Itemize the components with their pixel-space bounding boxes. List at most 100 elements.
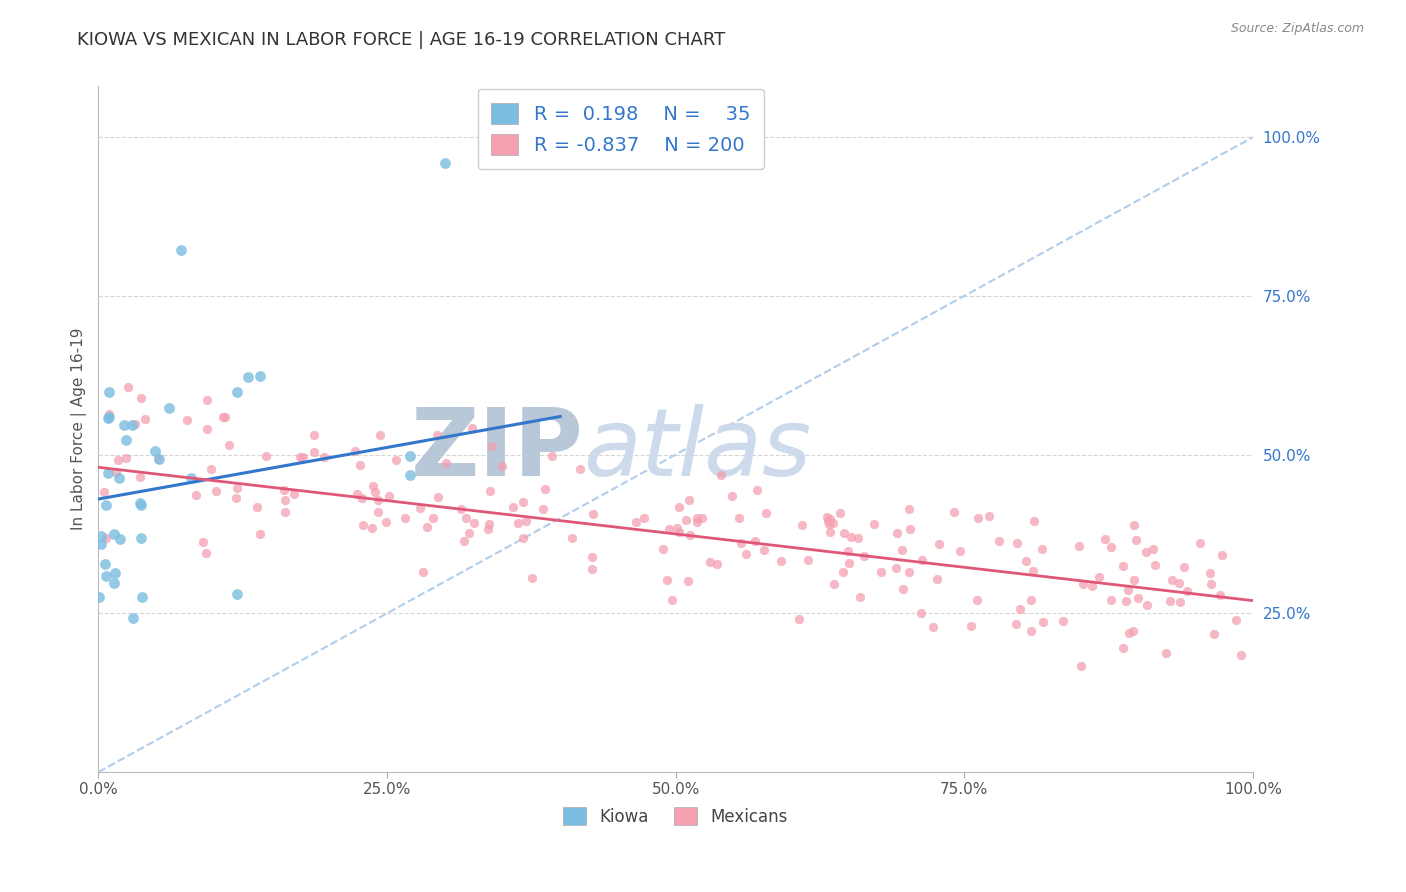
Point [1015,554,1038,568]
Point [652,541,675,556]
Point [204,484,226,499]
Point [1099,593,1122,607]
Point [1204,627,1226,641]
Point [412,565,434,579]
Point [721,489,744,503]
Point [97,411,120,425]
Point [96,568,118,582]
Point [678,528,700,542]
Point [97,466,120,480]
Point [194,546,217,560]
Point [839,530,862,544]
Point [104,566,127,581]
Point [129,392,152,406]
Point [352,517,374,532]
Point [730,536,752,550]
Point [828,506,851,520]
Point [977,508,1000,523]
Point [1209,588,1232,602]
Point [832,526,855,541]
Point [184,488,207,502]
Point [531,502,554,516]
Point [1094,533,1116,547]
Point [1198,566,1220,580]
Point [170,243,193,257]
Point [668,500,690,514]
Point [399,468,422,483]
Point [394,510,416,524]
Point [302,444,325,458]
Point [581,562,603,576]
Point [849,590,872,604]
Point [815,510,838,524]
Point [1111,559,1133,574]
Point [561,531,583,545]
Point [512,532,534,546]
Point [453,534,475,549]
Point [134,411,156,425]
Point [103,576,125,591]
Point [288,450,311,465]
Point [898,522,921,536]
Point [690,510,713,524]
Point [225,587,247,601]
Point [1010,602,1032,616]
Point [910,606,932,620]
Point [90,529,112,543]
Point [686,510,709,524]
Point [818,525,841,540]
Point [1005,617,1028,632]
Point [463,516,485,530]
Point [460,421,482,435]
Point [846,532,869,546]
Point [661,592,683,607]
Point [582,507,605,521]
Point [755,507,778,521]
Point [114,417,136,432]
Point [792,517,814,532]
Point [817,514,839,528]
Point [274,505,297,519]
Point [427,490,450,504]
Point [361,479,384,493]
Point [710,467,733,482]
Point [959,619,981,633]
Point [291,450,314,464]
Point [128,496,150,510]
Point [105,465,128,479]
Point [97,410,120,425]
Point [787,612,810,626]
Point [942,505,965,519]
Text: Source: ZipAtlas.com: Source: ZipAtlas.com [1230,22,1364,36]
Point [302,427,325,442]
Point [176,412,198,426]
Point [668,524,690,539]
Point [1123,573,1146,587]
Point [249,526,271,541]
Point [1067,539,1090,553]
Point [128,470,150,484]
Point [699,555,721,569]
Point [886,525,908,540]
Point [818,516,841,531]
Point [375,516,398,530]
Point [832,565,855,579]
Point [823,516,845,531]
Point [818,512,841,526]
Point [450,501,472,516]
Point [1154,646,1177,660]
Point [121,610,143,624]
Point [508,516,530,530]
Point [117,380,139,394]
Point [218,438,240,452]
Point [1225,614,1247,628]
Point [1125,533,1147,547]
Point [678,492,700,507]
Point [124,417,146,431]
Point [98,385,121,400]
Point [378,490,401,504]
Point [180,471,202,485]
Point [1032,615,1054,629]
Point [312,450,335,465]
Point [1115,594,1137,608]
